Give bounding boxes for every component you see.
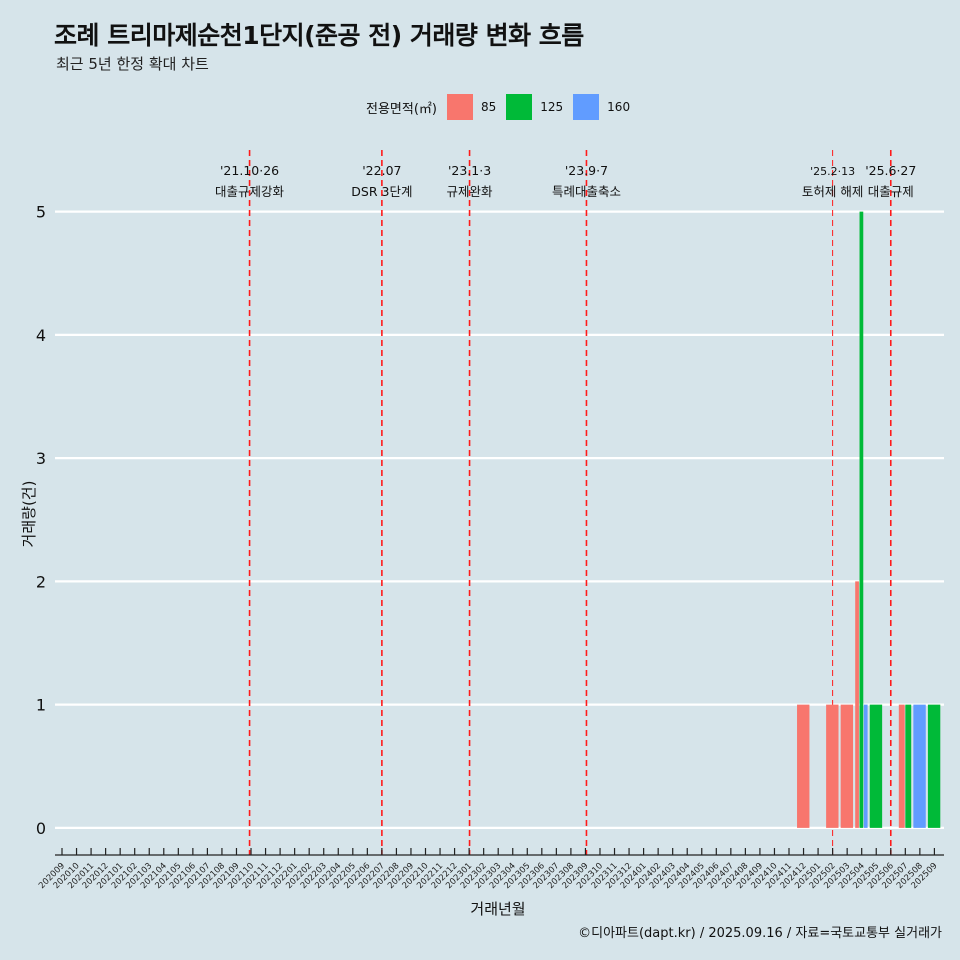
event-desc-label: 대출규제강화 xyxy=(215,184,285,199)
y-tick-label: 5 xyxy=(36,203,46,222)
y-tick-label: 1 xyxy=(36,696,46,715)
bar-160-202504 xyxy=(863,704,868,828)
event-date-label: '25.6·27 xyxy=(865,163,916,178)
bar-125-202507 xyxy=(905,704,912,828)
y-tick-label: 2 xyxy=(36,572,46,591)
event-date-label: '25.2·13 xyxy=(810,165,855,178)
y-tick-label: 3 xyxy=(36,449,46,468)
x-axis-label: 거래년월 xyxy=(470,900,525,918)
legend-title: 전용면적(㎡) xyxy=(366,101,437,117)
bar-85-202502 xyxy=(826,704,839,828)
y-tick-label: 0 xyxy=(36,819,46,838)
bar-125-202504 xyxy=(859,211,864,828)
bar-85-202412 xyxy=(797,704,810,828)
event-desc-label: 특례대출축소 xyxy=(552,184,621,199)
legend-key-160 xyxy=(573,94,600,120)
y-axis-label: 거래량(건) xyxy=(20,481,38,548)
chart-title: 조례 트리마제순천1단지(준공 전) 거래량 변화 흐름 xyxy=(54,21,584,50)
bar-125-202505 xyxy=(869,704,883,828)
legend-label-160: 160 xyxy=(607,100,631,114)
legend-key-85 xyxy=(446,94,473,120)
source-caption: ©디아파트(dapt.kr) / 2025.09.16 / 자료=국토교통부 실… xyxy=(578,926,942,941)
bar-layer xyxy=(797,211,941,828)
chart-subtitle: 최근 5년 한정 확대 차트 xyxy=(56,55,209,73)
event-date-label: '21.10·26 xyxy=(220,163,279,178)
event-desc-label: 대출규제 xyxy=(868,184,914,199)
legend-label-125: 125 xyxy=(540,100,564,114)
bar-85-202503 xyxy=(840,704,854,828)
legend-label-85: 85 xyxy=(480,100,497,114)
event-date-label: '23.1·3 xyxy=(448,163,491,178)
grid-layer xyxy=(55,210,944,829)
event-layer: '21.10·26 대출규제강화 '22.07 DSR 3단계 '23.1·3 규제완화 '… xyxy=(215,150,916,855)
event-date-label: '23.9·7 xyxy=(565,163,608,178)
event-desc-label: 토허제 해제 xyxy=(802,184,863,199)
event-date-label: '22.07 xyxy=(362,163,401,178)
bar-125-202509 xyxy=(927,704,941,828)
legend-key-125 xyxy=(506,94,533,120)
legend: 전용면적(㎡) 85 125 160 xyxy=(366,93,640,121)
y-tick-label: 4 xyxy=(36,326,46,345)
event-desc-label: 규제완화 xyxy=(447,184,494,199)
bar-85-202507 xyxy=(898,704,905,828)
bar-160-202508 xyxy=(913,704,926,828)
event-desc-label: DSR 3단계 xyxy=(351,184,412,199)
bar-85-202504 xyxy=(855,581,859,828)
